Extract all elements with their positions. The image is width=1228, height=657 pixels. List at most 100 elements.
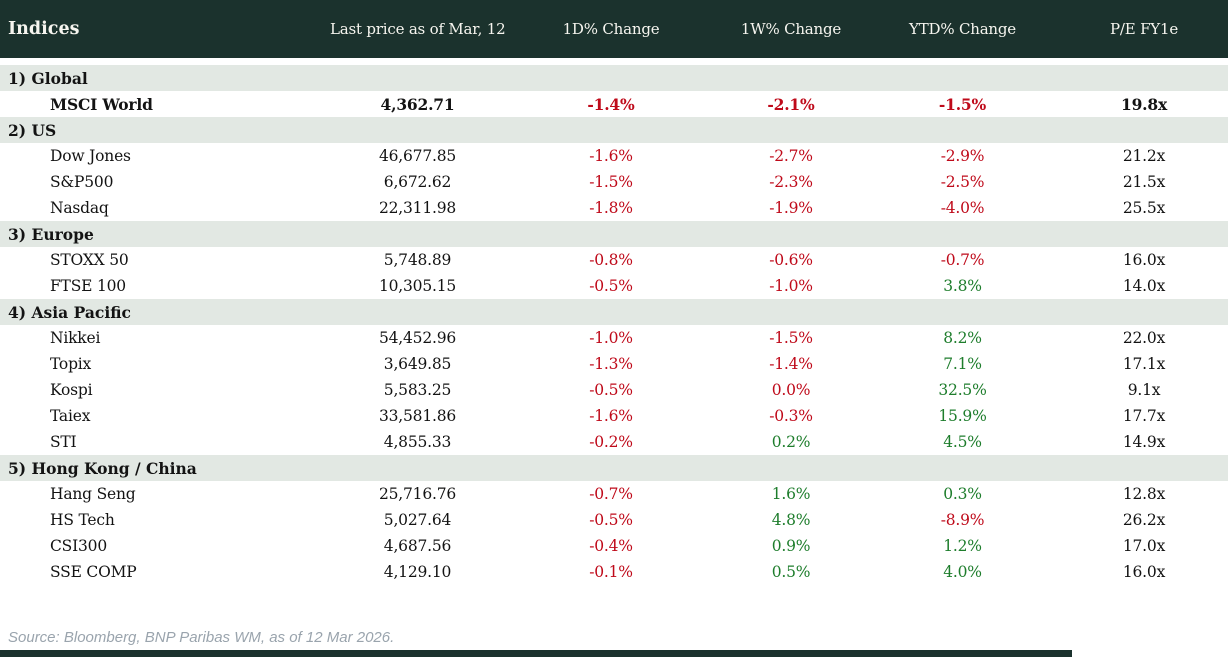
change-1w: 0.2%	[771, 433, 811, 451]
pe-ratio: 26.2x	[1122, 511, 1166, 529]
change-1d: -0.4%	[589, 537, 633, 555]
table-row: SSE COMP 4,129.10 -0.1% 0.5% 4.0% 16.0x	[0, 559, 1228, 585]
change-ytd: 7.1%	[943, 355, 982, 373]
change-1w: 4.8%	[771, 511, 811, 529]
change-1w: 0.0%	[771, 381, 811, 399]
change-ytd: -2.9%	[940, 147, 985, 165]
table-row: HS Tech 5,027.64 -0.5% 4.8% -8.9% 26.2x	[0, 507, 1228, 533]
change-1d: -1.8%	[589, 199, 633, 217]
change-ytd: -2.5%	[940, 173, 985, 191]
pe-ratio: 19.8x	[1121, 94, 1167, 114]
pe-ratio: 14.0x	[1122, 277, 1166, 295]
last-price: 4,687.56	[383, 537, 452, 555]
pe-ratio: 17.1x	[1122, 355, 1166, 373]
section-header: 1) Global	[0, 65, 1228, 91]
change-1d: -0.8%	[589, 251, 633, 269]
change-ytd: 1.2%	[943, 537, 982, 555]
table-row: Topix 3,649.85 -1.3% -1.4% 7.1% 17.1x	[0, 351, 1228, 377]
index-name: S&P500	[50, 173, 114, 191]
change-ytd: 4.5%	[943, 433, 982, 451]
change-1d: -0.7%	[589, 485, 633, 503]
column-header-last-price: Last price as of Mar, 12	[330, 20, 506, 38]
change-ytd: -8.9%	[940, 511, 985, 529]
bottom-bar	[0, 650, 1072, 657]
table-row: Dow Jones 46,677.85 -1.6% -2.7% -2.9% 21.2x	[0, 143, 1228, 169]
index-name: Topix	[50, 355, 92, 373]
table-row: CSI300 4,687.56 -0.4% 0.9% 1.2% 17.0x	[0, 533, 1228, 559]
last-price: 54,452.96	[378, 329, 457, 347]
change-1d: -1.4%	[587, 94, 635, 114]
index-name: Kospi	[50, 381, 93, 399]
index-name: Dow Jones	[50, 147, 131, 165]
change-1w: -2.7%	[769, 147, 813, 165]
pe-ratio: 17.0x	[1122, 537, 1166, 555]
column-header-ytd-change: YTD% Change	[909, 20, 1016, 38]
change-ytd: -1.5%	[938, 94, 987, 114]
header-gap	[0, 58, 1228, 65]
change-ytd: 8.2%	[943, 329, 982, 347]
pe-ratio: 22.0x	[1122, 329, 1166, 347]
change-ytd: 0.3%	[943, 485, 982, 503]
change-1w: 0.9%	[771, 537, 811, 555]
last-price: 33,581.86	[378, 407, 457, 425]
change-1d: -1.6%	[589, 147, 633, 165]
index-name: Nasdaq	[50, 199, 109, 217]
table-row: Taiex 33,581.86 -1.6% -0.3% 15.9% 17.7x	[0, 403, 1228, 429]
index-name: SSE COMP	[50, 563, 137, 581]
index-name: Taiex	[50, 407, 91, 425]
table-header-row: Indices Last price as of Mar, 12 1D% Cha…	[0, 0, 1228, 58]
table-row: MSCI World 4,362.71 -1.4% -2.1% -1.5% 19.8x	[0, 91, 1228, 117]
change-ytd: 15.9%	[938, 407, 987, 425]
table-row: STI 4,855.33 -0.2% 0.2% 4.5% 14.9x	[0, 429, 1228, 455]
change-ytd: -4.0%	[940, 199, 985, 217]
change-1w: -2.1%	[767, 94, 815, 114]
last-price: 22,311.98	[378, 199, 457, 217]
last-price: 6,672.62	[383, 173, 452, 191]
last-price: 5,027.64	[383, 511, 452, 529]
section-header: 5) Hong Kong / China	[0, 455, 1228, 481]
index-name: HS Tech	[50, 511, 115, 529]
column-header-1d-change: 1D% Change	[562, 20, 660, 38]
table-row: Hang Seng 25,716.76 -0.7% 1.6% 0.3% 12.8x	[0, 481, 1228, 507]
table-row: Kospi 5,583.25 -0.5% 0.0% 32.5% 9.1x	[0, 377, 1228, 403]
column-header-1w-change: 1W% Change	[740, 20, 842, 38]
change-1w: -2.3%	[769, 173, 813, 191]
index-name: STOXX 50	[50, 251, 129, 269]
section-header: 2) US	[0, 117, 1228, 143]
change-1w: -1.4%	[769, 355, 813, 373]
pe-ratio: 14.9x	[1122, 433, 1166, 451]
index-name: STI	[50, 433, 77, 451]
index-name: Nikkei	[50, 329, 101, 347]
pe-ratio: 12.8x	[1122, 485, 1166, 503]
index-name: FTSE 100	[50, 277, 126, 295]
last-price: 4,362.71	[380, 94, 455, 114]
change-1d: -0.2%	[589, 433, 633, 451]
change-1d: -1.6%	[589, 407, 633, 425]
index-name: MSCI World	[50, 94, 153, 114]
last-price: 5,748.89	[383, 251, 452, 269]
change-1w: -1.0%	[769, 277, 813, 295]
change-ytd: 3.8%	[943, 277, 982, 295]
pe-ratio: 21.2x	[1122, 147, 1166, 165]
change-1d: -1.0%	[589, 329, 633, 347]
change-1d: -0.5%	[589, 511, 633, 529]
last-price: 46,677.85	[378, 147, 457, 165]
change-1w: -1.9%	[769, 199, 813, 217]
change-ytd: -0.7%	[940, 251, 985, 269]
last-price: 4,855.33	[383, 433, 452, 451]
pe-ratio: 16.0x	[1122, 251, 1166, 269]
change-1w: -0.6%	[769, 251, 813, 269]
change-1d: -0.5%	[589, 277, 633, 295]
table-title: Indices	[8, 19, 80, 39]
source-note: Source: Bloomberg, BNP Paribas WM, as of…	[8, 629, 395, 646]
last-price: 5,583.25	[383, 381, 452, 399]
table-row: Nikkei 54,452.96 -1.0% -1.5% 8.2% 22.0x	[0, 325, 1228, 351]
table-body: 1) Global MSCI World 4,362.71 -1.4% -2.1% -1.…	[0, 65, 1228, 585]
change-1d: -1.3%	[589, 355, 633, 373]
pe-ratio: 9.1x	[1127, 381, 1161, 399]
change-1w: -0.3%	[769, 407, 813, 425]
last-price: 10,305.15	[378, 277, 457, 295]
index-name: Hang Seng	[50, 485, 136, 503]
table-row: STOXX 50 5,748.89 -0.8% -0.6% -0.7% 16.0x	[0, 247, 1228, 273]
